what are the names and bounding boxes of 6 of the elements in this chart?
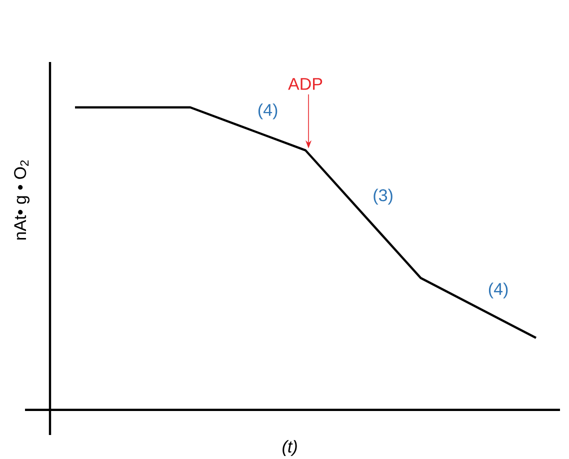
annotation: (3) [374, 188, 392, 204]
y-axis-title: nAt• g • O$_{2}$ [14, 160, 30, 240]
annotation: (4) [258, 103, 278, 120]
x-axis-title: (t) [282, 440, 297, 456]
annotation: (4) [488, 282, 508, 298]
text: ADP [288, 78, 322, 90]
